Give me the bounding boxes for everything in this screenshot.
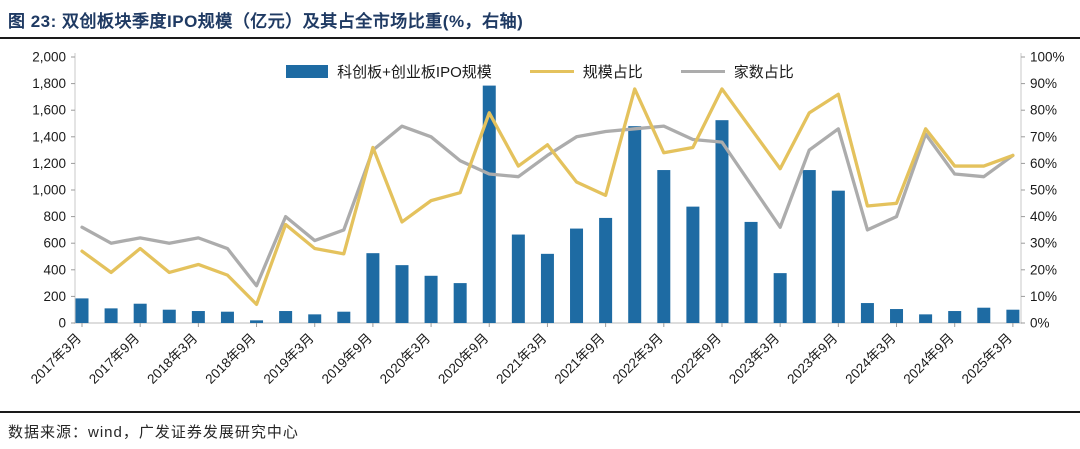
x-axis-tick-label: 2018年3月 — [144, 331, 200, 387]
x-axis-tick-label: 2023年3月 — [726, 331, 782, 387]
ipo-scale-bar — [744, 221, 758, 323]
right-axis-tick-label: 10% — [1030, 289, 1057, 304]
figure-title: 图 23: 双创板块季度IPO规模（亿元）及其占全市场比重(%，右轴) — [8, 12, 524, 31]
ipo-scale-bar — [919, 314, 933, 323]
ipo-scale-bar — [977, 307, 991, 323]
x-axis-tick-label: 2025年3月 — [959, 331, 1015, 387]
left-axis-tick-label: 1,200 — [32, 156, 66, 171]
count-ratio-line — [80, 124, 1015, 288]
left-axis-tick-label: 2,000 — [32, 50, 66, 65]
ipo-scale-bar — [424, 275, 438, 323]
ipo-scale-bar — [628, 126, 642, 323]
right-axis-tick-label: 100% — [1030, 50, 1065, 65]
scale-ratio-line — [80, 87, 1015, 307]
ipo-scale-bar — [337, 311, 351, 323]
left-axis-tick-label: 1,600 — [32, 103, 66, 118]
left-axis-tick-label: 200 — [43, 289, 66, 304]
x-axis-tick-label: 2024年3月 — [842, 331, 898, 387]
ipo-scale-bar — [220, 311, 234, 323]
x-axis-tick-label: 2017年3月 — [28, 331, 84, 387]
ipo-scale-bar — [279, 311, 293, 323]
ipo-scale-bar — [1006, 309, 1020, 323]
source-row: 数据来源：wind，广发证券发展研究中心 — [0, 411, 1080, 442]
ipo-scale-bar — [860, 303, 874, 323]
right-axis-tick-label: 0% — [1030, 316, 1050, 331]
right-axis-tick-label: 90% — [1030, 76, 1057, 91]
ipo-scale-bar — [104, 308, 118, 323]
left-axis-tick-label: 600 — [43, 236, 66, 251]
right-axis: 0% 10% 20% 30% 40% 50% 60% 70% 80% 90% 100% — [1021, 50, 1065, 331]
ipo-scale-bar — [570, 228, 584, 323]
ipo-scale-bar — [395, 265, 409, 323]
ipo-scale-bar — [657, 170, 671, 323]
ipo-scale-bar — [453, 283, 467, 323]
x-axis-tick-label: 2017年9月 — [86, 331, 142, 387]
ipo-scale-bar — [366, 253, 380, 323]
ipo-scale-bar — [133, 303, 147, 323]
ipo-scale-bar — [162, 309, 176, 323]
x-axis-tick-label: 2020年3月 — [377, 331, 433, 387]
left-axis-tick-label: 800 — [43, 209, 66, 224]
ipo-scale-bar — [599, 217, 613, 323]
ipo-scale-bar — [686, 206, 700, 323]
x-axis-tick-label: 2024年9月 — [901, 331, 957, 387]
right-axis-tick-label: 70% — [1030, 129, 1057, 144]
left-axis-tick-label: 1,400 — [32, 129, 66, 144]
left-axis-tick-label: 0 — [58, 316, 66, 331]
x-axis-tick-label: 2020年9月 — [435, 331, 491, 387]
x-axis-tick-label: 2019年9月 — [319, 331, 375, 387]
left-axis-tick-label: 1,000 — [32, 183, 66, 198]
left-axis-tick-label: 400 — [43, 262, 66, 277]
right-axis-tick-label: 40% — [1030, 209, 1057, 224]
ipo-scale-bar — [511, 234, 525, 323]
ipo-scale-bar — [773, 273, 787, 323]
chart-area: 科创板+创业板IPO规模 规模占比 家数占比 0 200 400 600 800 1,000 1… — [0, 39, 1080, 411]
right-axis-tick-label: 20% — [1030, 262, 1057, 277]
left-axis: 0 200 400 600 800 1,000 1,200 1,400 1,600 1,800 2,… — [32, 50, 75, 331]
left-axis-tick-label: 1,800 — [32, 76, 66, 91]
figure-title-row: 图 23: 双创板块季度IPO规模（亿元）及其占全市场比重(%，右轴) — [0, 0, 1080, 39]
x-axis-tick-label: 2021年3月 — [493, 331, 549, 387]
ipo-scale-bar — [540, 253, 554, 323]
ipo-chart: 0 200 400 600 800 1,000 1,200 1,400 1,600 1,800 2,… — [28, 50, 1065, 387]
x-axis-tick-label: 2023年9月 — [784, 331, 840, 387]
ipo-scale-bar — [948, 311, 962, 323]
ipo-scale-bar — [250, 320, 264, 323]
x-axis: 2017年3月 2017年9月 2018年3月 2018年9月 2019年3月 2019年… — [28, 323, 1015, 387]
bars-series — [75, 85, 1020, 323]
ipo-scale-bar — [191, 311, 205, 323]
ipo-scale-bar — [715, 120, 729, 323]
x-axis-tick-label: 2018年9月 — [202, 331, 258, 387]
right-axis-tick-label: 30% — [1030, 236, 1057, 251]
ipo-scale-bar — [802, 170, 816, 323]
ipo-scale-bar — [75, 298, 89, 323]
source-note: 数据来源：wind，广发证券发展研究中心 — [8, 424, 299, 441]
x-axis-tick-label: 2022年9月 — [668, 331, 724, 387]
ipo-scale-bar — [831, 190, 845, 323]
right-axis-tick-label: 80% — [1030, 103, 1057, 118]
x-axis-tick-label: 2021年9月 — [551, 331, 607, 387]
ipo-scale-bar — [308, 314, 322, 323]
right-axis-tick-label: 60% — [1030, 156, 1057, 171]
ipo-scale-bar — [890, 309, 904, 323]
x-axis-tick-label: 2022年3月 — [610, 331, 666, 387]
ipo-scale-bar — [482, 85, 496, 323]
x-axis-tick-label: 2019年3月 — [261, 331, 317, 387]
right-axis-tick-label: 50% — [1030, 183, 1057, 198]
